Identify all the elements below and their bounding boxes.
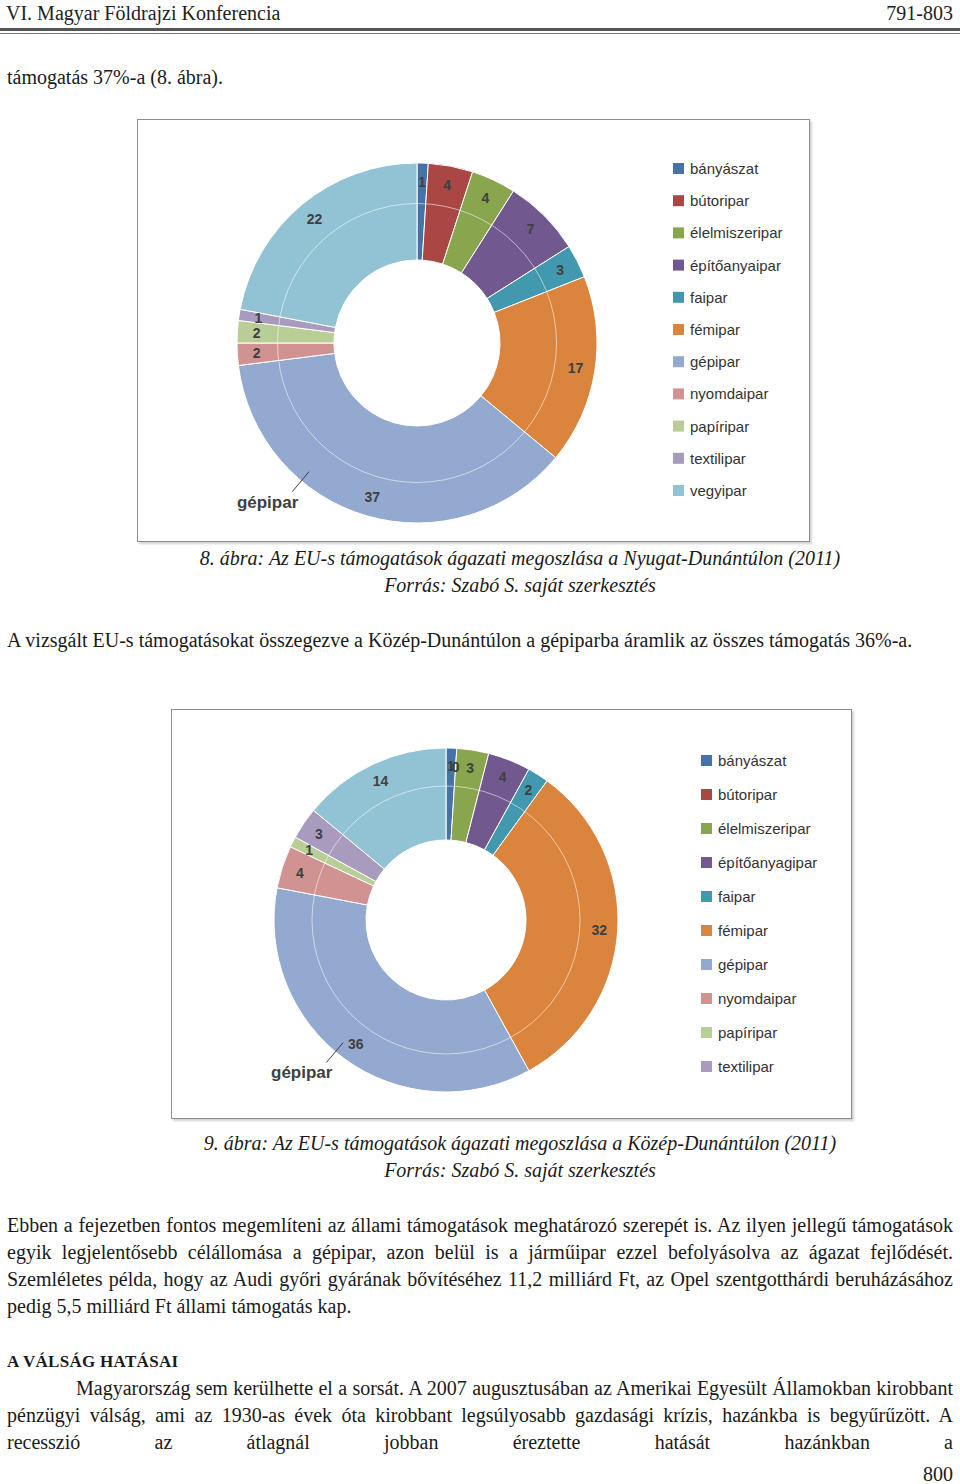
legend-entry: élelmiszeripar xyxy=(718,820,811,837)
data-label: 2 xyxy=(524,782,532,798)
legend-entry: bányászat xyxy=(718,752,787,769)
figure-caption: 9. ábra: Az EU-s támogatások ágazati meg… xyxy=(130,1130,910,1157)
legend-swatch xyxy=(701,857,712,868)
legend-swatch xyxy=(673,195,684,206)
data-label: 3 xyxy=(556,262,564,278)
annotation: gépipar xyxy=(271,1063,333,1082)
legend-entry: textilipar xyxy=(690,450,746,467)
data-label: 1 xyxy=(254,310,262,326)
figure-source: Forrás: Szabó S. saját szerkesztés xyxy=(130,1157,910,1184)
legend-swatch xyxy=(701,789,712,800)
legend-entry: gépipar xyxy=(718,956,768,973)
chart-frame: 10342323641314gépiparbányászatbútoriparé… xyxy=(171,709,852,1119)
legend-swatch xyxy=(673,227,684,238)
header-rule xyxy=(0,28,960,31)
data-label: 4 xyxy=(443,177,451,193)
legend-entry: textilipar xyxy=(718,1058,774,1075)
legend-entry: papíripar xyxy=(718,1024,777,1041)
legend-swatch xyxy=(701,823,712,834)
data-label: 0 xyxy=(452,759,460,775)
slice xyxy=(313,748,446,869)
data-label: 4 xyxy=(296,865,304,881)
section-heading: A VÁLSÁG HATÁSAI xyxy=(7,1349,178,1375)
ring-divider xyxy=(278,204,557,483)
paragraph: A vizsgált EU-s támogatásokat összegezve… xyxy=(7,627,953,654)
legend-swatch xyxy=(701,1061,712,1072)
chart: 10342323641314gépiparbányászatbútoriparé… xyxy=(172,710,851,1118)
legend-swatch xyxy=(673,421,684,432)
legend-swatch xyxy=(673,356,684,367)
legend-swatch xyxy=(701,891,712,902)
legend-swatch xyxy=(673,388,684,399)
data-label: 2 xyxy=(253,325,261,341)
legend-swatch xyxy=(701,959,712,970)
annotation: gépipar xyxy=(237,493,299,512)
legend-entry: bányászat xyxy=(690,160,759,177)
data-label: 4 xyxy=(481,190,489,206)
slice xyxy=(237,343,335,366)
legend-entry: élelmiszeripar xyxy=(690,224,783,241)
legend-swatch xyxy=(673,485,684,496)
legend-entry: bútoripar xyxy=(690,192,749,209)
slice xyxy=(240,163,417,327)
legend-entry: nyomdaipar xyxy=(718,990,796,1007)
paragraph: Magyarország sem kerülhette el a sorsát.… xyxy=(7,1375,953,1456)
legend-swatch xyxy=(701,925,712,936)
slices xyxy=(274,748,618,1092)
legend-swatch xyxy=(673,163,684,174)
annotation-line xyxy=(326,1043,343,1063)
legend-swatch xyxy=(673,324,684,335)
legend-swatch xyxy=(673,453,684,464)
legend-entry: építőanyaipar xyxy=(690,257,781,274)
chart: 14473173722122gépiparbányászatbútoriparé… xyxy=(138,120,809,541)
legend-entry: bútoripar xyxy=(718,786,777,803)
annotation-line xyxy=(292,472,309,492)
data-label: 14 xyxy=(373,773,389,789)
data-label: 3 xyxy=(315,826,323,842)
legend-swatch xyxy=(701,1027,712,1038)
legend-entry: faipar xyxy=(690,289,728,306)
page-number: 800 xyxy=(923,1461,953,1484)
chart-frame: 14473173722122gépiparbányászatbútoriparé… xyxy=(137,119,810,542)
data-label: 1 xyxy=(305,842,313,858)
data-label: 7 xyxy=(527,221,535,237)
legend-entry: építőanyagipar xyxy=(718,854,817,871)
legend-swatch xyxy=(673,260,684,271)
legend-entry: faipar xyxy=(718,888,756,905)
legend-entry: nyomdaipar xyxy=(690,385,768,402)
paragraph: támogatás 37%-a (8. ábra). xyxy=(7,64,953,91)
ring-divider xyxy=(312,786,580,1054)
paragraph: Ebben a fejezetben fontos megemlíteni az… xyxy=(7,1212,953,1320)
data-label: 3 xyxy=(466,760,474,776)
legend-entry: fémipar xyxy=(690,321,740,338)
legend-swatch xyxy=(701,993,712,1004)
header-title: VI. Magyar Földrajzi Konferencia xyxy=(6,0,280,26)
data-label: 22 xyxy=(307,211,323,227)
data-label: 2 xyxy=(253,345,261,361)
legend-entry: gépipar xyxy=(690,353,740,370)
legend-swatch xyxy=(701,755,712,766)
legend-entry: vegyipar xyxy=(690,482,747,499)
data-label: 17 xyxy=(568,360,584,376)
data-label: 32 xyxy=(592,922,608,938)
slices xyxy=(237,163,597,523)
data-label: 36 xyxy=(348,1036,364,1052)
legend-swatch xyxy=(673,292,684,303)
figure-source: Forrás: Szabó S. saját szerkesztés xyxy=(130,572,910,599)
legend-entry: fémipar xyxy=(718,922,768,939)
legend-entry: papíripar xyxy=(690,418,749,435)
data-label: 1 xyxy=(418,174,426,190)
figure-caption: 8. ábra: Az EU-s támogatások ágazati meg… xyxy=(130,545,910,572)
header-rule-thin xyxy=(0,33,960,34)
data-label: 37 xyxy=(364,489,380,505)
header-pages: 791-803 xyxy=(886,0,953,26)
data-label: 4 xyxy=(499,769,507,785)
